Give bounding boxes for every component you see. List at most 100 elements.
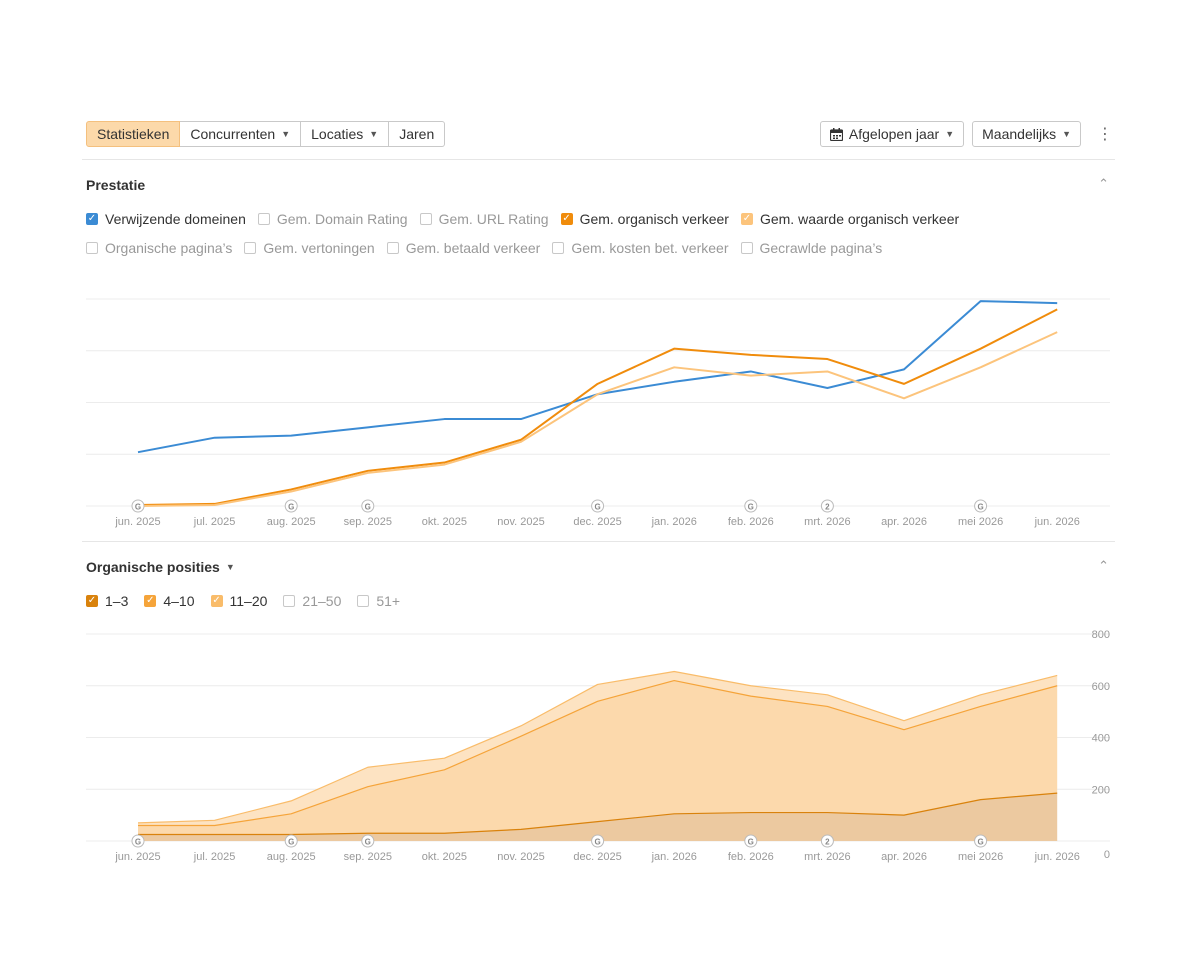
tab-statistieken[interactable]: Statistieken [86, 121, 181, 147]
checkbox-label: 51+ [376, 593, 401, 609]
checkbox-empty-icon [357, 595, 370, 607]
performance-title: Prestatie [86, 177, 146, 193]
positions-ranges-row: ✓ 1–3 ✓ 4–10 ✓ 11–20 21–50 51+ [86, 593, 400, 609]
x-tick-label: apr. 2026 [881, 851, 927, 863]
checkbox-empty-icon [740, 242, 753, 254]
checkbox-gem-url-rating[interactable]: Gem. URL Rating [419, 211, 549, 227]
divider [82, 159, 1115, 160]
checkbox-label: Gem. Domain Rating [276, 211, 408, 227]
checkbox-51[interactable]: 51+ [357, 593, 400, 609]
event-marker-icon: G [131, 499, 145, 513]
x-tick-label: aug. 2025 [267, 851, 316, 863]
checkbox-gem-kosten-bet-verkeer[interactable]: Gem. kosten bet. verkeer [552, 240, 729, 256]
area-1-3 [138, 793, 1058, 841]
event-marker-label: G [365, 838, 371, 847]
checkbox-empty-icon [386, 242, 399, 254]
x-tick-label: mei 2026 [958, 516, 1003, 528]
x-tick-label: jul. 2025 [193, 516, 236, 528]
chevron-down-icon: ▼ [281, 129, 291, 139]
checkbox-empty-icon [552, 242, 565, 254]
x-tick-label: sep. 2025 [344, 851, 392, 863]
event-marker-label: G [594, 838, 600, 847]
series-line-gem-organisch-verkeer [137, 308, 1058, 506]
event-marker-icon: G [974, 834, 988, 848]
x-tick-label: dec. 2025 [573, 516, 621, 528]
event-marker-label: G [748, 503, 754, 512]
x-tick-label: okt. 2025 [422, 516, 467, 528]
checkbox-empty-icon [283, 595, 296, 607]
event-marker-label: 2 [825, 838, 830, 847]
collapse-performance-icon[interactable]: ⌃ [1098, 176, 1109, 191]
x-tick-label: feb. 2026 [728, 851, 774, 863]
checkbox-label: Gem. waarde organisch verkeer [759, 211, 960, 227]
y-tick-label: 0 [1104, 849, 1110, 861]
checkmark-icon: ✓ [210, 595, 223, 607]
checkbox-label: Gem. kosten bet. verkeer [571, 240, 729, 256]
checkbox-label: 11–20 [229, 593, 268, 609]
event-marker-label: G [135, 838, 141, 847]
event-marker-icon: G [591, 834, 605, 848]
interval-label: Maandelijks [982, 126, 1057, 142]
event-marker-label: G [594, 503, 600, 512]
checkbox-21-50[interactable]: 21–50 [283, 593, 341, 609]
chevron-down-icon: ▼ [945, 129, 955, 139]
x-tick-label: nov. 2025 [497, 516, 545, 528]
checkbox-label: Gem. betaald verkeer [405, 240, 541, 256]
x-tick-label: apr. 2026 [881, 516, 927, 528]
performance-metrics-row-2: Organische pagina’s Gem. vertoningen Gem. … [86, 240, 882, 256]
interval-dropdown[interactable]: Maandelijks ▼ [972, 121, 1081, 147]
x-tick-label: jun. 2026 [1034, 516, 1080, 528]
x-tick-label: jun. 2025 [114, 516, 160, 528]
calendar-icon [829, 127, 843, 141]
area-line-11-20 [137, 670, 1058, 824]
checkbox-gem-domain-rating[interactable]: Gem. Domain Rating [257, 211, 408, 227]
event-marker-icon: G [284, 499, 298, 513]
checkbox-empty-icon [257, 213, 270, 225]
collapse-positions-icon[interactable]: ⌃ [1098, 558, 1109, 573]
event-marker-label: G [135, 503, 141, 512]
checkmark-icon: ✓ [560, 213, 573, 225]
tab-concurrenten[interactable]: Concurrenten ▼ [180, 121, 302, 147]
checkbox-organische-pagina-s[interactable]: Organische pagina’s [86, 240, 232, 256]
x-tick-label: mrt. 2026 [804, 516, 850, 528]
checkbox-verwijzende-domeinen[interactable]: ✓ Verwijzende domeinen [86, 211, 246, 227]
tab-jaren[interactable]: Jaren [389, 121, 446, 147]
x-tick-label: jan. 2026 [651, 516, 697, 528]
chevron-down-icon: ▼ [1062, 129, 1071, 139]
checkbox-4-10[interactable]: ✓ 4–10 [144, 593, 195, 609]
event-marker-icon: G [974, 499, 988, 513]
event-marker-label: G [288, 503, 294, 512]
checkbox-label: 4–10 [163, 593, 195, 609]
checkbox-gem-betaald-verkeer[interactable]: Gem. betaald verkeer [386, 240, 541, 256]
x-tick-label: sep. 2025 [344, 516, 392, 528]
event-marker-label: G [748, 838, 754, 847]
event-marker-label: G [977, 503, 983, 512]
checkbox-11-20[interactable]: ✓ 11–20 [210, 593, 268, 609]
event-marker-icon: G [744, 499, 758, 513]
checkbox-label: Organische pagina’s [105, 240, 233, 256]
checkbox-gem-waarde-organisch-verkeer[interactable]: ✓ Gem. waarde organisch verkeer [740, 211, 960, 227]
checkbox-gecrawlde-pagina-s[interactable]: Gecrawlde pagina’s [740, 240, 883, 256]
checkbox-gem-vertoningen[interactable]: Gem. vertoningen [244, 240, 375, 256]
more-options-icon[interactable]: ⋮ [1097, 126, 1113, 143]
checkmark-icon: ✓ [86, 595, 98, 607]
tab-locaties[interactable]: Locaties ▼ [301, 121, 390, 147]
area-4-10 [138, 680, 1058, 835]
toolbar: Statistieken Concurrenten ▼ Locaties ▼ Jar… [86, 121, 1115, 147]
period-label: Afgelopen jaar [848, 126, 940, 142]
y-tick-label: 200 [1092, 784, 1110, 796]
event-marker-icon: G [131, 834, 145, 848]
period-dropdown[interactable]: Afgelopen jaar ▼ [819, 121, 965, 147]
event-marker-icon: 2 [820, 499, 834, 513]
event-marker-icon: G [361, 499, 375, 513]
event-marker-label: G [365, 503, 371, 512]
checkbox-1-3[interactable]: ✓ 1–3 [86, 593, 128, 609]
positions-title[interactable]: Organische posities ▼ [86, 559, 235, 575]
event-marker-icon: G [284, 834, 298, 848]
event-marker-icon: 2 [820, 834, 834, 848]
checkbox-label: Gecrawlde pagina’s [759, 240, 883, 256]
checkbox-gem-organisch-verkeer[interactable]: ✓ Gem. organisch verkeer [560, 211, 729, 227]
chevron-down-icon: ▼ [225, 562, 235, 572]
